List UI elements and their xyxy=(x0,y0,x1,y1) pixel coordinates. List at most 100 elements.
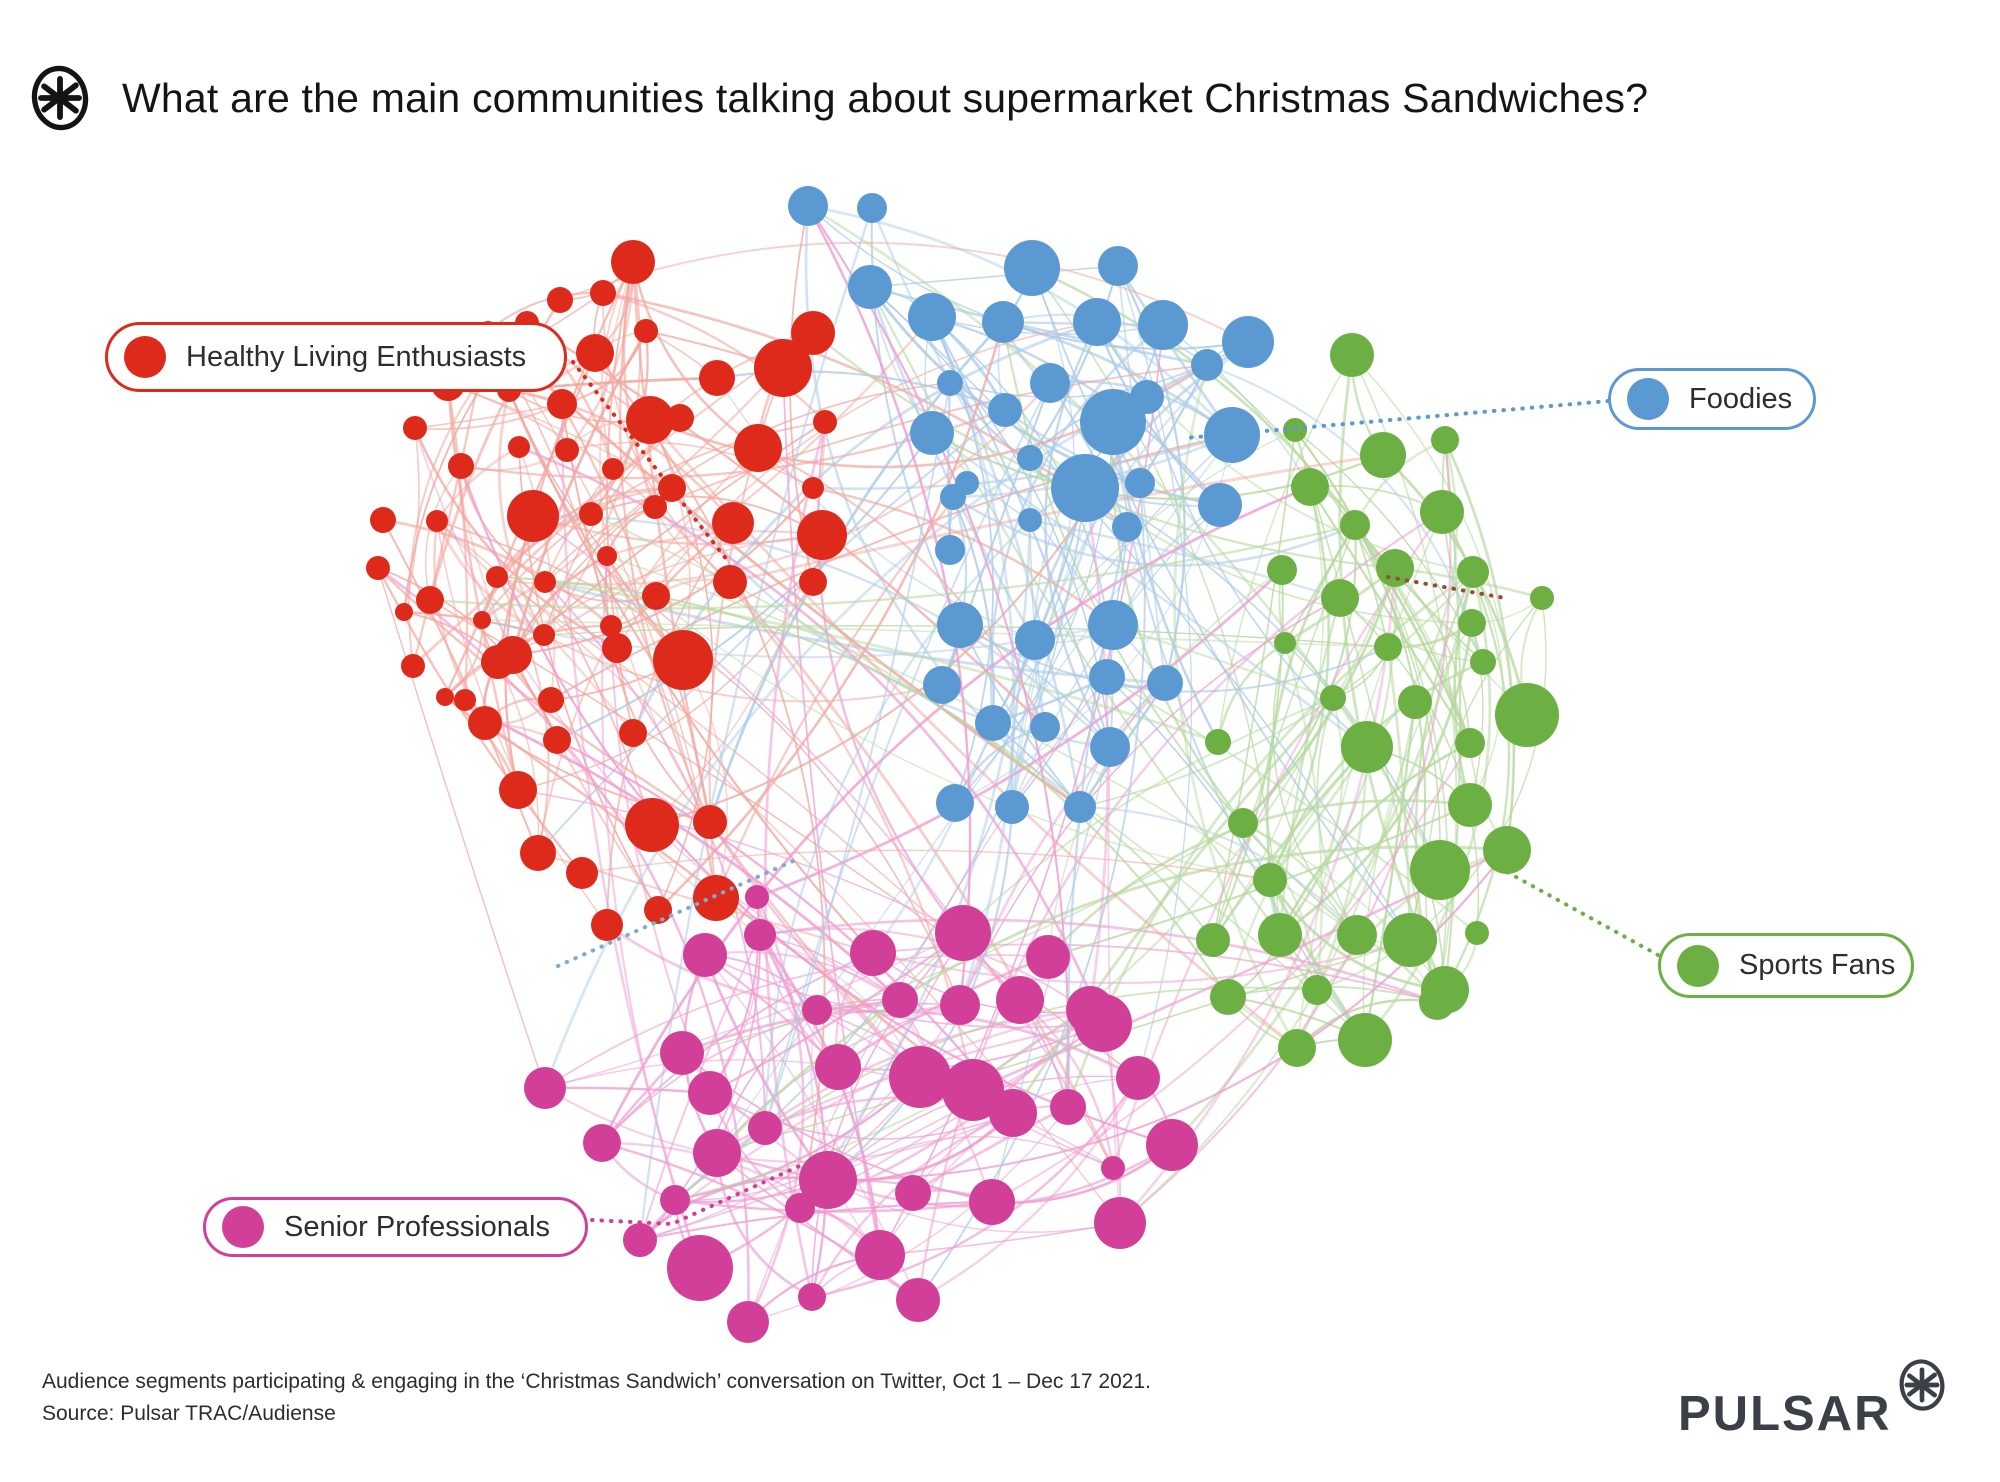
legend-healthy-living-enthusiasts: Healthy Living Enthusiasts xyxy=(105,322,567,392)
network-node-sports xyxy=(1291,468,1329,506)
callout-dotted-line xyxy=(1505,870,1660,957)
network-node-senior xyxy=(583,1124,621,1162)
network-node-senior xyxy=(524,1067,566,1109)
network-node-healthy xyxy=(644,896,672,924)
legend-label: Healthy Living Enthusiasts xyxy=(186,340,527,373)
network-node-foodies xyxy=(1073,298,1121,346)
network-node-senior xyxy=(802,995,832,1025)
network-node-sports xyxy=(1457,556,1489,588)
network-node-healthy xyxy=(507,490,559,542)
network-node-healthy xyxy=(619,719,647,747)
network-node-senior xyxy=(683,933,727,977)
callout-dotted-line xyxy=(590,1161,808,1227)
network-node-sports xyxy=(1338,1013,1392,1067)
network-node-senior xyxy=(748,1111,782,1145)
network-node-healthy xyxy=(454,689,476,711)
network-node-senior xyxy=(660,1031,704,1075)
network-node-sports xyxy=(1495,683,1559,747)
network-node-foodies xyxy=(975,705,1011,741)
network-node-senior xyxy=(1101,1156,1125,1180)
legend-sports-fans: Sports Fans xyxy=(1658,933,1914,998)
network-node-senior xyxy=(667,1235,733,1301)
network-node-senior xyxy=(815,1044,861,1090)
pulsar-logo: PULSAR xyxy=(1678,1356,1949,1442)
network-node-sports xyxy=(1465,921,1489,945)
network-node-sports xyxy=(1278,1029,1316,1067)
caption-line-1: Audience segments participating & engagi… xyxy=(42,1370,1151,1393)
network-node-healthy xyxy=(576,334,614,372)
network-node-foodies xyxy=(1015,620,1055,660)
network-node-senior xyxy=(942,1059,1004,1121)
network-node-healthy xyxy=(468,706,502,740)
network-node-foodies xyxy=(1198,483,1242,527)
network-node-sports xyxy=(1458,609,1486,637)
network-node-senior xyxy=(882,982,918,1018)
network-node-healthy xyxy=(520,835,556,871)
network-node-sports xyxy=(1420,490,1464,534)
network-node-healthy xyxy=(547,287,573,313)
network-node-healthy xyxy=(481,645,515,679)
header: What are the main communities talking ab… xyxy=(26,62,1648,134)
page-title: What are the main communities talking ab… xyxy=(122,74,1649,121)
network-node-foodies xyxy=(1080,389,1146,455)
network-node-foodies xyxy=(1030,363,1070,403)
network-node-senior xyxy=(1026,935,1070,979)
network-node-senior xyxy=(1050,1089,1086,1125)
network-node-sports xyxy=(1258,913,1302,957)
network-node-healthy xyxy=(797,510,847,560)
network-node-healthy xyxy=(534,571,556,593)
network-node-foodies xyxy=(1088,600,1138,650)
network-node-senior xyxy=(744,919,776,951)
network-node-foodies xyxy=(940,484,966,510)
label-callout-lines xyxy=(556,360,1660,1227)
network-node-healthy xyxy=(370,507,396,533)
network-node-senior xyxy=(935,905,991,961)
network-node-sports xyxy=(1205,729,1231,755)
network-node-healthy xyxy=(699,360,735,396)
network-node-sports xyxy=(1455,728,1485,758)
network-node-sports xyxy=(1321,579,1359,617)
network-node-sports xyxy=(1302,975,1332,1005)
network-node-sports xyxy=(1376,549,1414,587)
pulsar-wordmark: PULSAR xyxy=(1678,1387,1892,1441)
network-node-foodies xyxy=(1004,240,1060,296)
network-node-healthy xyxy=(547,389,577,419)
network-node-senior xyxy=(855,1230,905,1280)
network-node-foodies xyxy=(1018,508,1042,532)
network-node-senior xyxy=(889,1046,951,1108)
legend-dot-red xyxy=(124,336,166,378)
network-node-foodies xyxy=(937,370,963,396)
network-node-senior xyxy=(799,1151,857,1209)
network-node-healthy xyxy=(416,586,444,614)
network-node-senior xyxy=(727,1301,769,1343)
network-node-foodies xyxy=(1147,665,1183,701)
network-node-healthy xyxy=(626,396,674,444)
network-node-foodies xyxy=(923,666,961,704)
network-node-healthy xyxy=(693,875,739,921)
network-node-healthy xyxy=(799,568,827,596)
network-node-senior xyxy=(989,1089,1037,1137)
network-node-healthy xyxy=(791,311,835,355)
network-node-senior xyxy=(896,1278,940,1322)
caption: Audience segments participating & engagi… xyxy=(42,1366,1151,1430)
legend-foodies: Foodies xyxy=(1608,368,1816,430)
network-node-foodies xyxy=(857,193,887,223)
network-node-sports xyxy=(1448,783,1492,827)
network-node-sports xyxy=(1340,510,1370,540)
network-node-senior xyxy=(850,930,896,976)
network-node-senior xyxy=(745,885,769,909)
network-node-foodies xyxy=(1112,512,1142,542)
network-node-foodies xyxy=(935,535,965,565)
network-node-foodies xyxy=(1064,791,1096,823)
legend-senior-professionals: Senior Professionals xyxy=(203,1197,588,1257)
network-node-sports xyxy=(1398,685,1432,719)
network-node-sports xyxy=(1196,923,1230,957)
network-node-healthy xyxy=(713,565,747,599)
network-node-foodies xyxy=(936,784,974,822)
network-node-foodies xyxy=(908,293,956,341)
network-node-healthy xyxy=(653,630,713,690)
network-node-healthy xyxy=(395,603,413,621)
network-node-sports xyxy=(1253,863,1287,897)
